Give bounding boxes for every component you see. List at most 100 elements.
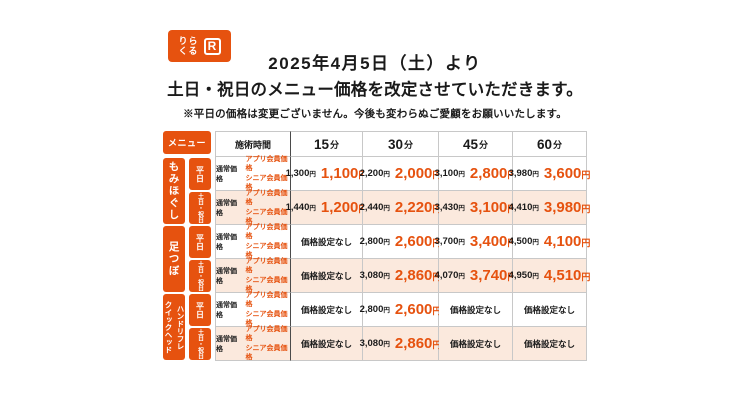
no-price-cell: 価格設定なし	[439, 293, 513, 327]
price-type-cell: 通常価格 アプリ会員価格 シニア会員価格	[215, 155, 291, 191]
price-type-cell: 通常価格 アプリ会員価格 シニア会員価格	[215, 291, 291, 327]
regular-price: 4,070円	[434, 270, 465, 281]
price-cell: 1,440円 1,200円	[286, 191, 367, 225]
category-momihogushi: もみほぐし	[163, 158, 185, 224]
member-price: 2,860円	[394, 335, 442, 352]
member-price-label: アプリ会員価格 シニア会員価格	[245, 325, 288, 361]
price-cell: 4,500円 4,100円	[509, 225, 590, 259]
no-price-cell: 価格設定なし	[439, 327, 513, 361]
no-price-cell: 価格設定なし	[513, 327, 587, 361]
column-header-15min: 15 分	[291, 131, 363, 157]
regular-price-label: 通常価格	[216, 199, 237, 217]
price-cell: 2,800円 2,600円	[359, 293, 442, 327]
member-price: 2,600円	[394, 233, 442, 250]
member-price: 3,980円	[543, 199, 591, 216]
member-price: 3,740円	[469, 267, 517, 284]
member-price-label: アプリ会員価格 シニア会員価格	[245, 291, 288, 327]
no-price-cell: 価格設定なし	[291, 225, 363, 259]
member-price: 4,510円	[543, 267, 591, 284]
duration-number: 30	[387, 136, 403, 152]
day-badge-weekday: 平日	[189, 158, 211, 190]
duration-unit: 分	[553, 139, 563, 150]
no-price-cell: 価格設定なし	[291, 293, 363, 327]
member-price-label: アプリ会員価格 シニア会員価格	[245, 189, 288, 225]
regular-price: 1,300円	[285, 168, 316, 179]
member-price: 2,000円	[394, 165, 442, 182]
duration-unit: 分	[479, 139, 489, 150]
regular-price-label: 通常価格	[216, 335, 237, 353]
regular-price: 3,100円	[434, 168, 465, 179]
price-table: メニュー 施術時間 15 分 30 分 45 分 60 分 もみほぐし 足つぼ ハンドリ…	[163, 131, 590, 361]
price-cell: 4,950円 4,510円	[509, 259, 590, 293]
regular-price: 2,800円	[359, 304, 390, 315]
price-cell: 2,440円 2,220円	[359, 191, 441, 225]
member-price: 4,100円	[543, 233, 591, 250]
price-cell: 3,980円 3,600円	[509, 157, 590, 191]
regular-price-label: 通常価格	[216, 267, 237, 285]
regular-price: 2,440円	[359, 202, 390, 213]
no-price-cell: 価格設定なし	[291, 327, 363, 361]
member-price: 2,800円	[469, 165, 517, 182]
price-cell: 3,430円 3,100円	[435, 191, 516, 225]
regular-price: 2,200円	[359, 168, 390, 179]
member-price: 2,600円	[394, 301, 442, 318]
price-cell: 2,200円 2,000円	[359, 157, 442, 191]
logo-r-icon: R	[203, 37, 221, 55]
member-price-label: アプリ会員価格 シニア会員価格	[245, 155, 288, 191]
regular-price: 1,440円	[285, 202, 316, 213]
member-price: 3,100円	[469, 199, 517, 216]
duration-unit: 分	[330, 139, 340, 150]
regular-price-label: 通常価格	[216, 233, 237, 251]
regular-price: 3,430円	[434, 202, 465, 213]
duration-number: 15	[313, 136, 329, 152]
column-header-time: 施術時間	[215, 131, 291, 157]
column-header-45min: 45 分	[439, 131, 513, 157]
column-header-30min: 30 分	[363, 131, 439, 157]
price-cell: 4,070円 3,740円	[435, 259, 516, 293]
regular-price: 2,800円	[359, 236, 390, 247]
member-price: 2,860円	[394, 267, 442, 284]
price-cell: 4,410円 3,980円	[509, 191, 590, 225]
duration-unit: 分	[404, 139, 414, 150]
regular-price-label: 通常価格	[216, 301, 237, 319]
regular-price: 3,980円	[508, 168, 539, 179]
category-ashitsubo: 足つぼ	[163, 226, 185, 292]
page-header: 2025年4月5日（土）より 土日・祝日のメニュー価格を改定させていただきます。…	[0, 49, 750, 121]
title-main: 土日・祝日のメニュー価格を改定させていただきます。	[167, 81, 583, 99]
day-badge-weekday: 平日	[189, 226, 211, 258]
column-header-60min: 60 分	[513, 131, 587, 157]
day-badge-weekend: 土日・祝日	[189, 328, 211, 360]
duration-number: 60	[536, 136, 552, 152]
price-cell: 3,080円 2,860円	[359, 259, 442, 293]
regular-price: 4,500円	[508, 236, 539, 247]
price-cell: 3,700円 3,400円	[435, 225, 516, 259]
day-badge-weekend: 土日・祝日	[189, 260, 211, 292]
day-badge-weekday: 平日	[189, 294, 211, 326]
member-price: 3,600円	[543, 165, 591, 182]
title-date: 2025年4月5日（土）より	[268, 54, 482, 73]
logo-text: りらくる	[178, 35, 199, 56]
price-type-cell: 通常価格 アプリ会員価格 シニア会員価格	[215, 325, 291, 361]
member-price: 1,200円	[320, 199, 368, 216]
price-type-cell: 通常価格 アプリ会員価格 シニア会員価格	[215, 257, 291, 293]
regular-price: 3,080円	[359, 338, 390, 349]
member-price-label: アプリ会員価格 シニア会員価格	[245, 257, 288, 293]
duration-number: 45	[462, 136, 478, 152]
member-price: 1,100円	[320, 165, 368, 182]
regular-price: 3,700円	[434, 236, 465, 247]
price-cell: 3,080円 2,860円	[359, 327, 442, 361]
member-price-label: アプリ会員価格 シニア会員価格	[245, 223, 288, 259]
regular-price: 4,410円	[508, 202, 539, 213]
regular-price: 4,950円	[508, 270, 539, 281]
no-price-cell: 価格設定なし	[513, 293, 587, 327]
menu-header-label: メニュー	[163, 131, 211, 154]
member-price: 3,400円	[469, 233, 517, 250]
category-handrefle-quickhead: ハンドリフレ クイックヘッド	[163, 294, 185, 360]
regular-price: 3,080円	[359, 270, 390, 281]
price-cell: 1,300円 1,100円	[286, 157, 367, 191]
price-type-cell: 通常価格 アプリ会員価格 シニア会員価格	[215, 189, 291, 225]
no-price-cell: 価格設定なし	[291, 259, 363, 293]
price-type-cell: 通常価格 アプリ会員価格 シニア会員価格	[215, 223, 291, 259]
price-cell: 2,800円 2,600円	[359, 225, 442, 259]
